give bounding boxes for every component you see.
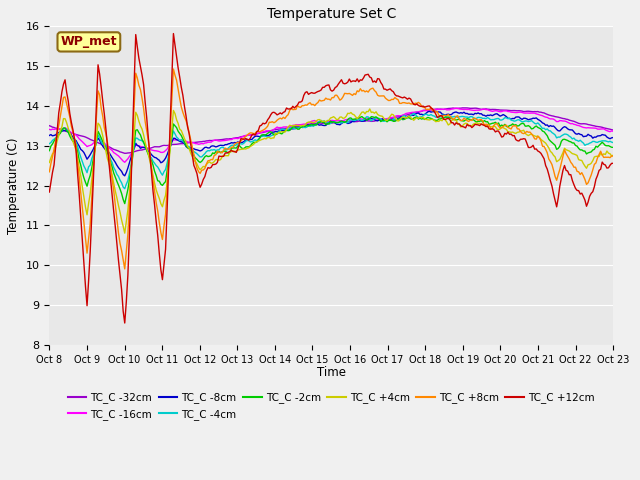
TC_C +4cm (366, 106, 374, 112)
TC_C -16cm (243, 132, 251, 138)
TC_C -16cm (45, 127, 53, 132)
TC_C +8cm (236, 140, 243, 145)
TC_C -2cm (215, 148, 223, 154)
TC_C +8cm (115, 230, 122, 236)
Line: TC_C +4cm: TC_C +4cm (49, 109, 613, 233)
TC_C -8cm (121, 173, 129, 179)
Line: TC_C +8cm: TC_C +8cm (49, 69, 613, 269)
TC_C -8cm (234, 139, 242, 145)
TC_C +12cm (295, 99, 303, 105)
TC_C +4cm (234, 147, 242, 153)
Text: WP_met: WP_met (61, 36, 117, 48)
TC_C -2cm (294, 126, 301, 132)
TC_C -8cm (215, 143, 223, 148)
TC_C -32cm (234, 135, 242, 141)
TC_C -2cm (581, 148, 589, 154)
TC_C -8cm (243, 137, 251, 143)
TC_C -2cm (121, 201, 129, 206)
TC_C -32cm (461, 105, 469, 111)
TC_C +4cm (215, 157, 223, 163)
TC_C +12cm (609, 160, 617, 166)
TC_C -16cm (294, 122, 301, 128)
TC_C -16cm (215, 138, 223, 144)
TC_C -16cm (609, 129, 617, 134)
Y-axis label: Temperature (C): Temperature (C) (7, 137, 20, 234)
TC_C -32cm (121, 150, 129, 156)
TC_C -2cm (234, 143, 242, 149)
TC_C -2cm (45, 148, 53, 154)
Line: TC_C -16cm: TC_C -16cm (49, 108, 613, 162)
TC_C -4cm (45, 141, 53, 146)
TC_C -32cm (243, 132, 251, 138)
TC_C +8cm (217, 149, 225, 155)
TC_C +12cm (121, 320, 129, 326)
TC_C -4cm (294, 125, 301, 131)
TC_C -32cm (215, 137, 223, 143)
TC_C -2cm (115, 182, 122, 188)
TC_C +12cm (170, 31, 177, 36)
TC_C +8cm (45, 169, 53, 175)
TC_C -4cm (609, 140, 617, 145)
TC_C -8cm (581, 133, 589, 139)
TC_C -4cm (410, 110, 417, 116)
TC_C -4cm (243, 138, 251, 144)
TC_C -8cm (609, 134, 617, 140)
TC_C -4cm (121, 186, 129, 192)
Legend: TC_C -32cm, TC_C -16cm, TC_C -8cm, TC_C -4cm, TC_C -2cm, TC_C +4cm, TC_C +8cm, T: TC_C -32cm, TC_C -16cm, TC_C -8cm, TC_C … (63, 388, 599, 424)
TC_C +12cm (115, 257, 122, 263)
TC_C -32cm (294, 123, 301, 129)
TC_C -2cm (243, 144, 251, 150)
TC_C -8cm (115, 165, 122, 170)
TC_C -16cm (121, 159, 129, 165)
TC_C +4cm (115, 203, 122, 208)
TC_C +12cm (217, 154, 225, 159)
Line: TC_C -8cm: TC_C -8cm (49, 111, 613, 176)
TC_C -2cm (358, 114, 365, 120)
TC_C -4cm (115, 174, 122, 180)
TC_C +8cm (170, 66, 177, 72)
TC_C +8cm (295, 104, 303, 110)
Title: Temperature Set C: Temperature Set C (267, 7, 396, 21)
TC_C +12cm (236, 141, 243, 146)
TC_C -32cm (115, 148, 122, 154)
TC_C -8cm (294, 124, 301, 130)
TC_C -16cm (454, 106, 461, 111)
TC_C +8cm (581, 177, 589, 182)
TC_C +12cm (245, 137, 253, 143)
TC_C +4cm (45, 160, 53, 166)
TC_C +8cm (245, 131, 253, 136)
Line: TC_C -4cm: TC_C -4cm (49, 113, 613, 189)
Line: TC_C -32cm: TC_C -32cm (49, 108, 613, 153)
TC_C -4cm (581, 143, 589, 148)
TC_C -16cm (234, 136, 242, 142)
TC_C +4cm (581, 163, 589, 169)
TC_C -32cm (581, 121, 589, 127)
Line: TC_C +12cm: TC_C +12cm (49, 34, 613, 323)
TC_C -32cm (609, 127, 617, 133)
TC_C -16cm (115, 153, 122, 159)
TC_C -32cm (45, 123, 53, 129)
TC_C -4cm (234, 141, 242, 147)
TC_C -4cm (215, 147, 223, 153)
TC_C +4cm (121, 230, 129, 236)
TC_C -8cm (45, 132, 53, 138)
TC_C -16cm (581, 125, 589, 131)
TC_C -8cm (432, 108, 440, 114)
X-axis label: Time: Time (317, 366, 346, 379)
TC_C +8cm (121, 266, 129, 272)
Line: TC_C -2cm: TC_C -2cm (49, 117, 613, 204)
TC_C +4cm (609, 152, 617, 158)
TC_C +4cm (294, 123, 301, 129)
TC_C +12cm (581, 197, 589, 203)
TC_C +4cm (243, 145, 251, 151)
TC_C -2cm (609, 144, 617, 150)
TC_C +8cm (609, 153, 617, 159)
TC_C +12cm (45, 189, 53, 195)
